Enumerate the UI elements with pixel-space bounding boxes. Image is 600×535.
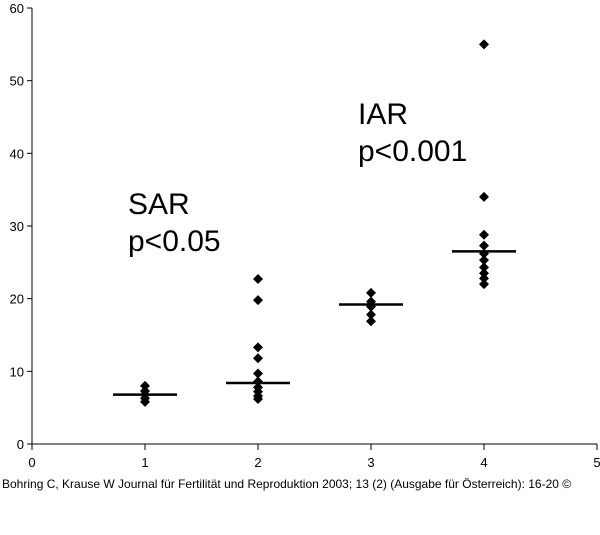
data-point-diamond (479, 262, 489, 273)
data-point-diamond (253, 274, 263, 285)
scatter-chart: 0 10 20 30 40 50 60 0 1 2 3 4 5 SAR p<0.05 IAR p<0.001 (10, 1, 600, 470)
axes (27, 7, 598, 450)
x-tick-label: 0 (28, 455, 35, 470)
x-tick-label: 3 (367, 455, 374, 470)
data-point-diamond (253, 353, 263, 364)
y-tick-label: 10 (10, 364, 24, 379)
x-tick-label: 4 (480, 455, 487, 470)
y-tick-label: 30 (10, 219, 24, 234)
data-point-diamond (479, 191, 489, 202)
data-point-diamond (479, 240, 489, 251)
x-tick-label: 2 (254, 455, 261, 470)
x-tick-label: 5 (593, 455, 600, 470)
y-tick-label: 40 (10, 146, 24, 161)
data-point-diamond (140, 380, 150, 391)
y-tick-label: 50 (10, 74, 24, 89)
data-point-diamond (253, 393, 263, 404)
annotations: SAR p<0.05 IAR p<0.001 (128, 98, 467, 258)
annotation-text: p<0.05 (128, 225, 221, 258)
data-point-diamond (479, 273, 489, 284)
data-point-diamond (253, 368, 263, 379)
source-caption: Bohring C, Krause W Journal für Fertilit… (2, 477, 572, 491)
data-point-diamond (366, 287, 376, 298)
tick-labels: 0 10 20 30 40 50 60 0 1 2 3 4 5 (10, 1, 600, 470)
data-points (140, 39, 489, 407)
annotation-text: SAR (128, 188, 190, 221)
y-tick-label: 0 (17, 437, 24, 452)
y-tick-label: 20 (10, 292, 24, 307)
data-point-diamond (479, 268, 489, 279)
annotation-text: p<0.001 (358, 135, 467, 168)
data-point-diamond (366, 309, 376, 320)
median-lines (113, 250, 516, 396)
data-point-diamond (140, 396, 150, 407)
data-point-diamond (253, 295, 263, 306)
data-point-diamond (479, 229, 489, 240)
annotation-text: IAR (358, 98, 408, 131)
data-point-diamond (479, 39, 489, 50)
y-tick-label: 60 (10, 1, 24, 16)
data-point-diamond (366, 316, 376, 327)
data-point-diamond (479, 255, 489, 266)
data-point-diamond (479, 279, 489, 290)
data-point-diamond (253, 342, 263, 353)
x-tick-label: 1 (141, 455, 148, 470)
